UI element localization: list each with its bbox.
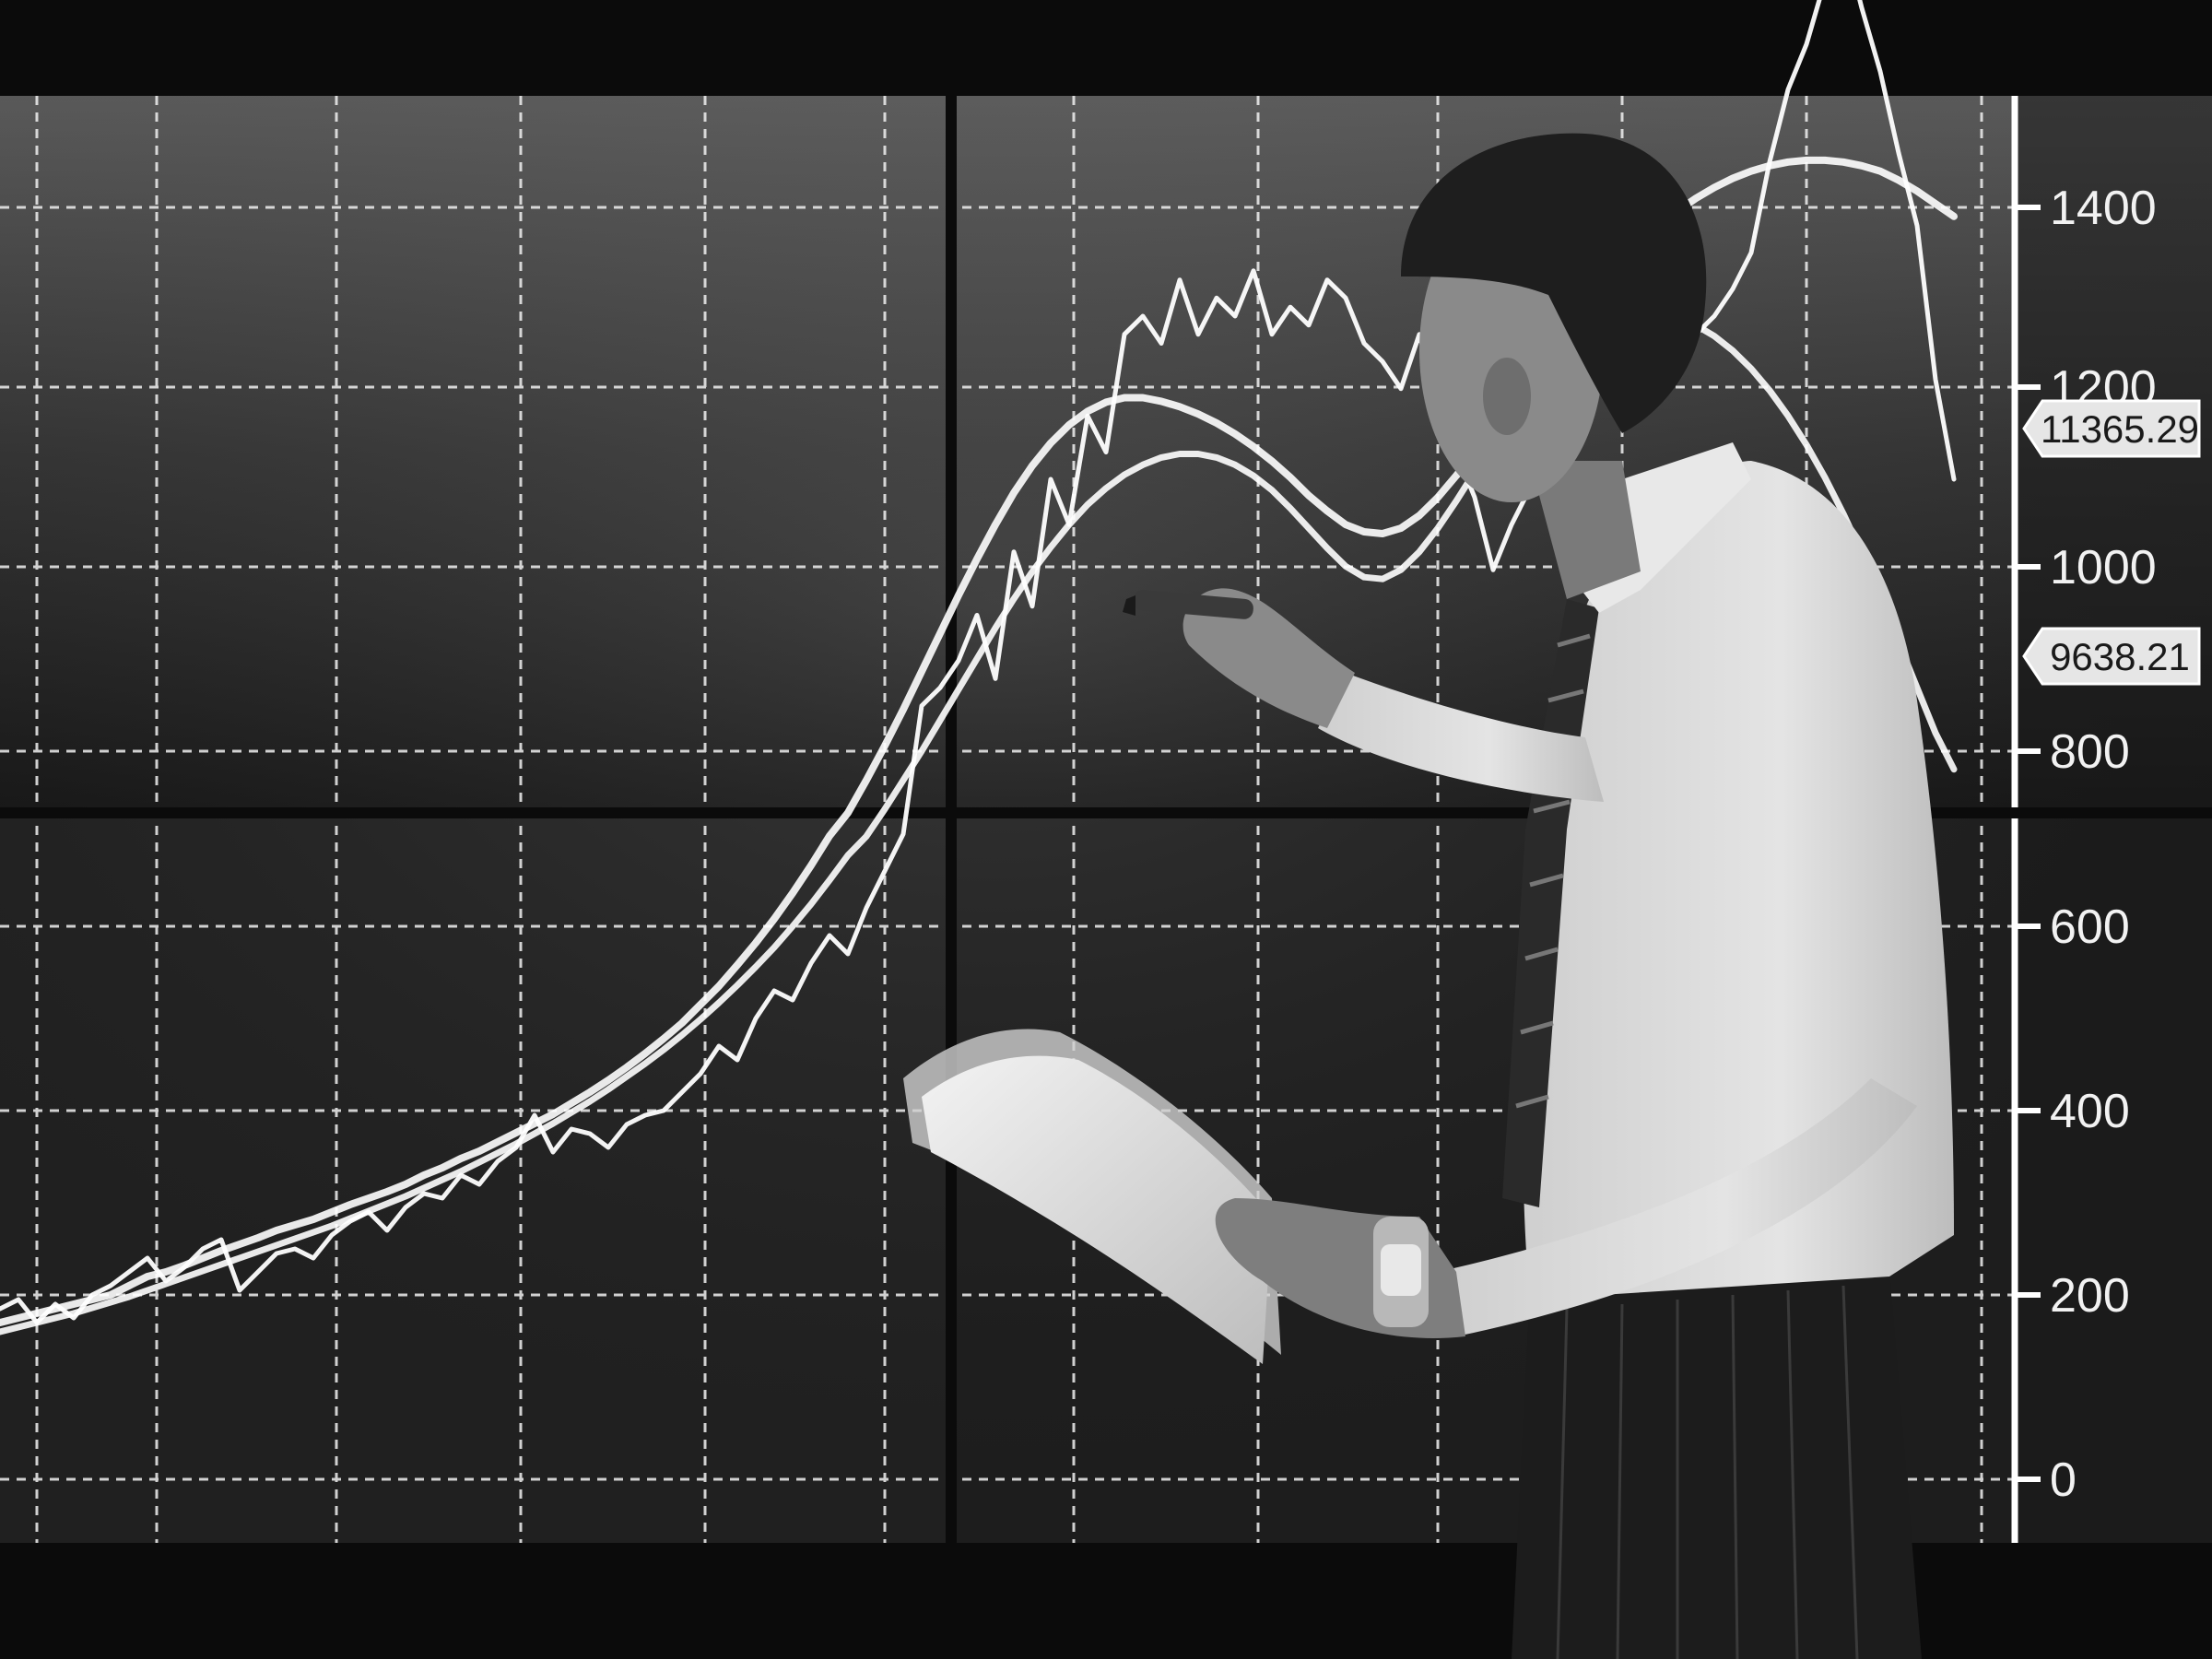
price-tag-high-shape (2022, 399, 2201, 458)
trouser-pinstripes (1556, 1285, 1859, 1659)
ear (1483, 358, 1531, 435)
paper-front (922, 1055, 1272, 1364)
price-tag-high: 11365.29 (2022, 399, 2201, 458)
raised-arm (1318, 673, 1604, 802)
paper-sheets-icon (903, 1029, 1281, 1364)
lower-arm (1438, 1078, 1917, 1336)
shirt-torso (1523, 461, 1954, 1300)
wristwatch-icon (1373, 1217, 1429, 1327)
price-tag-high-label: 11365.29 (2041, 407, 2199, 451)
axis-strip (2015, 96, 2212, 1543)
upper-axis-tick-label: 800 (2050, 725, 2130, 779)
price-tag-low-label: 9638.21 (2050, 635, 2190, 678)
hair (1401, 133, 1707, 434)
watch-face (1381, 1244, 1421, 1296)
neck (1530, 461, 1641, 599)
price-tag-low: 9638.21 (2022, 627, 2201, 686)
trousers (1512, 1272, 1922, 1659)
marker-body (1134, 590, 1253, 619)
marker-tip (1123, 595, 1135, 616)
raised-hand (1182, 588, 1355, 728)
lower-axis-tick-label: 400 (2050, 1085, 2130, 1138)
panel-seam (946, 96, 957, 1543)
lower-axis-tick-label: 600 (2050, 900, 2130, 954)
lower-axis-tick-label: 200 (2050, 1269, 2130, 1323)
upper-axis-tick-label: 1400 (2050, 182, 2157, 235)
upper-axis-tick-label: 1000 (2050, 541, 2157, 594)
price-tag-low-shape (2022, 627, 2201, 686)
marker-pen-icon (1123, 590, 1253, 619)
person-silhouette-icon (903, 133, 1954, 1659)
lower-axis-tick-label: 0 (2050, 1453, 2077, 1507)
